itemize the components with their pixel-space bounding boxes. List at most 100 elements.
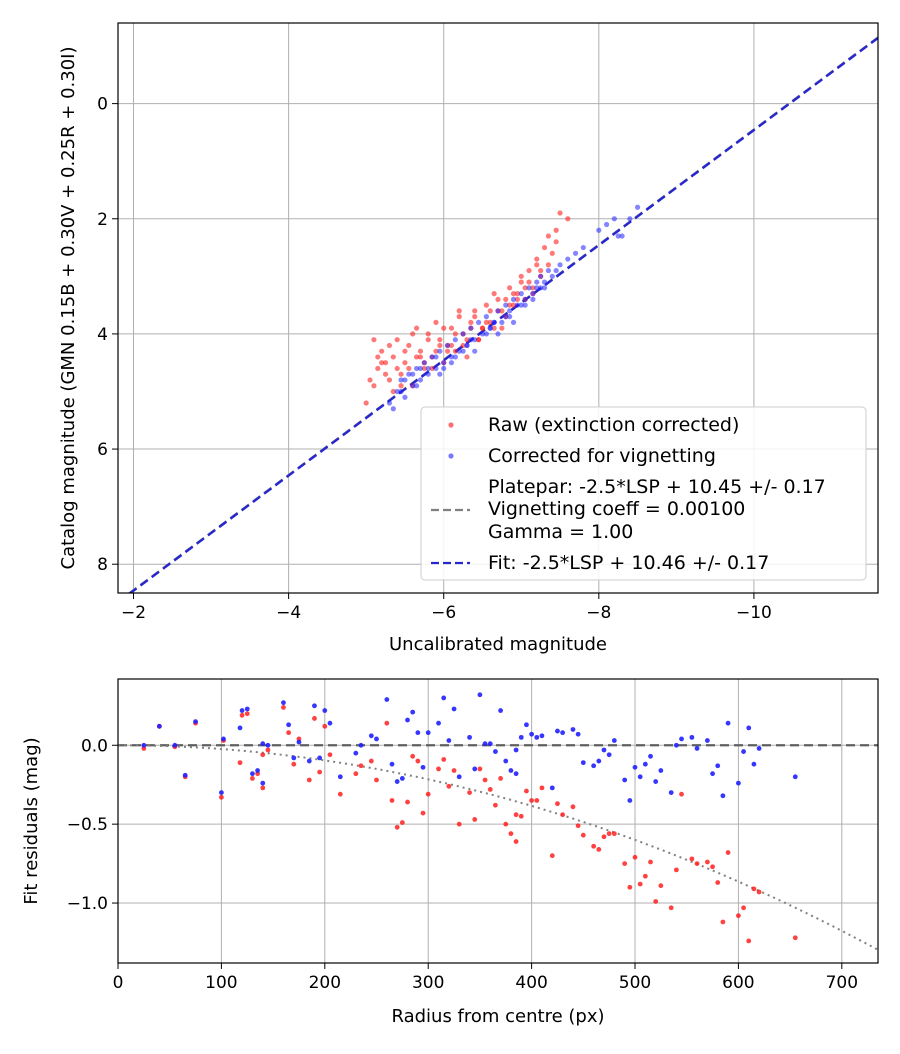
corrected-point	[433, 365, 439, 372]
raw-residual-point	[451, 768, 457, 773]
corrected-point	[425, 371, 431, 377]
raw-point	[491, 291, 497, 297]
corrected-residual-point	[549, 785, 555, 791]
raw-residual-point	[286, 730, 292, 736]
corrected-residual-point	[534, 734, 540, 740]
corrected-residual-point	[337, 774, 343, 780]
raw-residual-point	[539, 785, 545, 791]
raw-residual-point	[622, 861, 628, 866]
corrected-residual-point	[156, 723, 162, 729]
raw-residual-point	[513, 812, 519, 818]
bottom-y-axis-label: Fit residuals (mag)	[21, 737, 42, 904]
top-fit-lines	[127, 36, 878, 593]
corrected-residual-point	[477, 692, 483, 698]
corrected-residual-point	[601, 747, 607, 753]
corrected-residual-point	[327, 720, 333, 726]
raw-residual-point	[239, 712, 245, 718]
raw-residual-point	[353, 771, 359, 777]
corrected-residual-point	[368, 733, 374, 739]
bottom-x-tick-label: 100	[205, 973, 237, 993]
raw-point	[460, 342, 466, 349]
raw-point	[526, 267, 532, 274]
raw-point	[507, 285, 513, 291]
corrected-residual-point	[575, 731, 581, 737]
corrected-point	[549, 273, 555, 279]
corrected-residual-point	[704, 738, 710, 743]
corrected-residual-point	[736, 780, 741, 786]
raw-residual-point	[487, 787, 493, 792]
corrected-point	[526, 285, 532, 291]
corrected-point	[390, 406, 396, 412]
corrected-residual-point	[503, 758, 509, 764]
corrected-residual-point	[425, 730, 431, 736]
corrected-residual-point	[260, 780, 266, 786]
raw-residual-point	[260, 752, 266, 758]
raw-residual-point	[606, 831, 612, 837]
bottom-x-tick-label: 0	[113, 973, 124, 993]
corrected-residual-point	[518, 734, 524, 740]
corrected-residual-point	[725, 720, 731, 726]
corrected-residual-point	[741, 749, 746, 754]
corrected-point	[538, 273, 544, 279]
corrected-residual-point	[720, 793, 726, 799]
corrected-residual-point	[312, 703, 317, 709]
top-y-tick-label: 4	[97, 325, 108, 345]
corrected-point	[452, 337, 458, 343]
corrected-point	[464, 342, 470, 349]
raw-residual-point	[668, 905, 674, 911]
corrected-point	[487, 325, 493, 331]
raw-residual-point	[736, 913, 741, 919]
corrected-residual-point	[358, 742, 364, 748]
corrected-residual-point	[756, 746, 762, 751]
raw-residual-point	[493, 802, 498, 808]
corrected-point	[495, 331, 501, 337]
corrected-residual-point	[746, 725, 752, 731]
raw-residual-point	[291, 761, 297, 767]
raw-point	[406, 342, 412, 349]
corrected-point	[538, 285, 544, 291]
corrected-point	[417, 377, 424, 383]
bottom-y-tick-label: 0.0	[81, 736, 108, 756]
raw-point	[526, 279, 532, 285]
bottom-axis-ticks: 0 100 200 300 400 500 600 700 0.0 −0.5 −1.0	[67, 736, 858, 993]
corrected-point	[553, 267, 559, 274]
corrected-residual-point	[653, 779, 659, 784]
raw-residual-point	[529, 798, 535, 803]
bottom-x-tick-label: 700	[826, 973, 858, 993]
corrected-residual-point	[244, 706, 250, 712]
corrected-residual-point	[524, 722, 529, 728]
raw-point	[510, 302, 517, 308]
raw-point	[565, 216, 571, 222]
vignetting-model-curve	[118, 744, 878, 951]
top-x-tick-label: −8	[586, 603, 611, 623]
corrected-point	[495, 308, 501, 314]
raw-residual-point	[694, 861, 700, 866]
legend-corrected-label: Corrected for vignetting	[488, 445, 716, 467]
corrected-point	[507, 308, 513, 314]
corrected-residual-point	[637, 774, 643, 780]
corrected-residual-point	[219, 790, 224, 795]
raw-point	[417, 348, 424, 354]
corrected-point	[406, 371, 412, 377]
corrected-residual-point	[260, 741, 266, 747]
corrected-residual-point	[658, 768, 664, 773]
corrected-point	[503, 302, 509, 308]
raw-residual-point	[317, 769, 323, 775]
corrected-residual-point	[508, 768, 514, 773]
corrected-point	[433, 354, 439, 360]
raw-point	[441, 325, 447, 331]
corrected-residual-point	[482, 741, 488, 747]
legend-box	[420, 406, 867, 581]
raw-residual-point	[611, 831, 617, 837]
raw-point	[464, 337, 470, 343]
corrected-point	[596, 227, 602, 233]
raw-point	[495, 296, 501, 302]
corrected-residual-point	[611, 738, 617, 743]
corrected-residual-point	[580, 760, 586, 766]
corrected-residual-point	[322, 708, 328, 713]
raw-residual-point	[399, 820, 405, 825]
fit-line	[128, 37, 878, 593]
raw-point	[425, 337, 431, 343]
corrected-residual-point	[560, 730, 566, 736]
